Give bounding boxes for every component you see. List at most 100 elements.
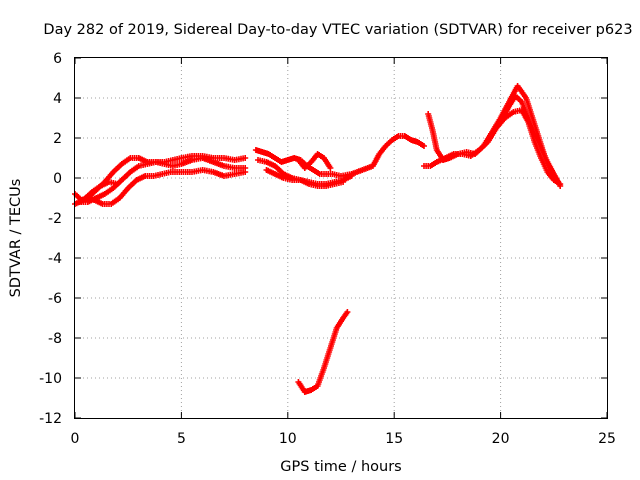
- data-point: [297, 381, 300, 383]
- chart-title: Day 282 of 2019, Sidereal Day-to-day VTE…: [43, 22, 632, 38]
- data-point: [457, 153, 459, 155]
- data-point: [136, 179, 138, 181]
- data-point: [112, 171, 114, 173]
- series-track-i: [295, 309, 351, 395]
- plot-frame: [74, 57, 608, 419]
- data-point: [351, 175, 353, 177]
- data-point: [417, 141, 419, 143]
- data-point: [287, 159, 289, 161]
- data-point: [282, 177, 285, 179]
- data-point: [308, 183, 310, 185]
- data-point: [427, 113, 429, 115]
- data-point: [138, 157, 140, 159]
- data-point: [102, 203, 104, 205]
- data-point: [316, 153, 319, 155]
- x-tick-label: 15: [385, 431, 403, 447]
- data-point: [329, 347, 331, 349]
- data-point: [127, 187, 129, 189]
- data-point: [268, 153, 270, 155]
- data-point: [202, 169, 204, 171]
- x-tick-label: 0: [71, 431, 80, 447]
- data-point: [340, 175, 342, 177]
- data-point: [474, 153, 476, 155]
- data-point: [431, 129, 434, 131]
- y-tick-label: -10: [39, 371, 62, 387]
- data-point: [423, 165, 425, 167]
- data-point: [180, 157, 182, 159]
- data-point: [297, 159, 300, 161]
- data-point: [265, 161, 268, 163]
- data-point: [223, 165, 225, 167]
- data-point: [223, 175, 225, 177]
- data-point: [104, 193, 106, 195]
- data-point: [291, 179, 293, 181]
- series-track-g: [263, 167, 347, 189]
- data-point: [191, 159, 193, 161]
- data-point: [304, 167, 306, 169]
- data-point: [87, 201, 89, 203]
- data-point: [334, 183, 336, 185]
- data-point: [508, 105, 510, 107]
- y-tick-label: 0: [53, 171, 62, 187]
- data-point: [521, 101, 523, 103]
- data-point: [202, 157, 204, 159]
- data-point: [121, 179, 123, 181]
- data-point: [234, 173, 236, 175]
- data-point: [153, 175, 155, 177]
- data-point: [93, 199, 95, 201]
- y-tick-label: -8: [48, 331, 62, 347]
- data-point: [436, 161, 438, 163]
- data-point: [312, 169, 314, 171]
- data-point: [559, 185, 561, 187]
- data-point: [121, 163, 123, 165]
- data-point: [304, 391, 306, 393]
- data-point: [116, 183, 119, 185]
- data-point: [212, 161, 214, 163]
- data-point: [191, 171, 193, 173]
- data-point: [378, 153, 380, 155]
- data-point: [129, 157, 131, 159]
- data-point: [144, 175, 146, 177]
- y-tick-label: -6: [48, 291, 62, 307]
- data-point: [299, 179, 302, 181]
- data-point: [531, 117, 534, 119]
- data-point: [255, 149, 257, 151]
- data-point: [163, 163, 165, 165]
- data-point: [319, 173, 321, 175]
- data-point: [323, 367, 325, 369]
- data-point: [329, 167, 331, 169]
- data-point: [546, 161, 549, 163]
- data-point: [517, 85, 519, 87]
- data-point: [325, 185, 327, 187]
- data-point: [234, 159, 236, 161]
- data-point: [385, 145, 387, 147]
- data-point: [361, 169, 363, 171]
- data-point: [234, 167, 236, 169]
- series-track-e: [252, 133, 427, 179]
- data-point: [397, 135, 400, 137]
- x-tick-label: 5: [177, 431, 186, 447]
- data-point: [346, 311, 348, 313]
- data-point: [310, 161, 312, 163]
- y-tick-labels: -12 -10 -8 -6 -4 -2 0 2 4 6: [39, 51, 62, 427]
- grid: [75, 58, 607, 418]
- data-point: [146, 163, 148, 165]
- y-tick-label: -2: [48, 211, 62, 227]
- data-point: [293, 157, 295, 159]
- data-point: [129, 171, 131, 173]
- data-point: [495, 125, 497, 127]
- series-track-l: [493, 93, 564, 189]
- data-point: [342, 317, 344, 319]
- data-point: [274, 157, 276, 159]
- data-point: [138, 165, 140, 167]
- data-point: [491, 131, 493, 133]
- y-tick-label: -4: [48, 251, 62, 267]
- data-point: [110, 203, 112, 205]
- data-point: [553, 173, 555, 175]
- data-point: [540, 147, 542, 149]
- data-point: [172, 159, 174, 161]
- data-point: [372, 165, 374, 167]
- data-point: [546, 171, 549, 173]
- x-tick-label: 10: [279, 431, 297, 447]
